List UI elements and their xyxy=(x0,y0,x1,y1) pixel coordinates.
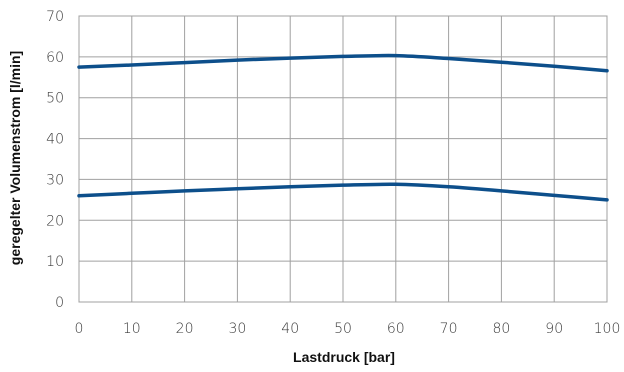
y-tick-label: 40 xyxy=(46,132,64,148)
x-tick-label: 30 xyxy=(228,321,246,337)
x-tick-label: 0 xyxy=(75,321,84,337)
series-line-1 xyxy=(77,53,609,73)
x-tick-label: 10 xyxy=(123,321,141,337)
y-tick-label: 30 xyxy=(46,172,64,188)
y-tick-label: 10 xyxy=(46,254,64,270)
tick-labels: 0 10 20 30 40 50 60 70 80 90 100 0 10 20 30 40 50 60 70 xyxy=(46,9,620,337)
y-tick-label: 50 xyxy=(46,91,64,107)
x-tick-label: 60 xyxy=(387,321,405,337)
x-tick-label: 90 xyxy=(545,321,563,337)
x-tick-label: 80 xyxy=(492,321,510,337)
y-axis-label: geregelter Volumenstrom [l/min] xyxy=(7,51,23,265)
y-tick-label: 70 xyxy=(46,9,64,25)
series-group xyxy=(77,53,609,202)
grid xyxy=(78,15,608,303)
series-line-2 xyxy=(77,182,609,202)
y-tick-label: 20 xyxy=(46,213,64,229)
y-tick-label: 0 xyxy=(55,295,64,311)
x-axis-label: Lastdruck [bar] xyxy=(293,349,395,365)
x-tick-label: 70 xyxy=(440,321,458,337)
x-tick-label: 50 xyxy=(334,321,352,337)
x-tick-label: 100 xyxy=(594,321,621,337)
x-tick-label: 40 xyxy=(281,321,299,337)
x-tick-label: 20 xyxy=(176,321,194,337)
y-tick-label: 60 xyxy=(46,50,64,66)
